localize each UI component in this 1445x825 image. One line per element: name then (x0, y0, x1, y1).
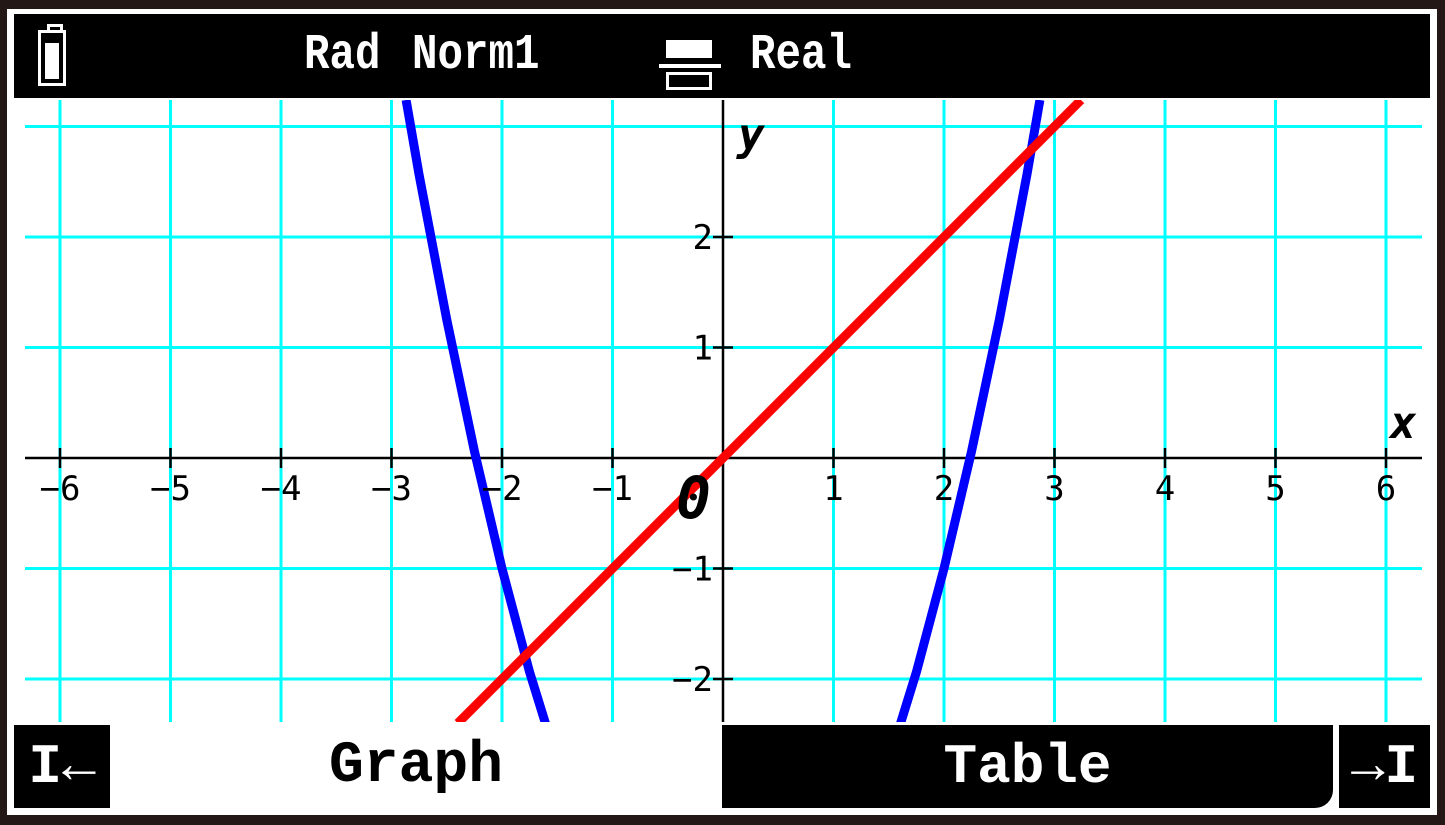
angle-mode: Rad (304, 27, 381, 84)
tab-graph-label: Graph (328, 734, 504, 799)
x-tick-label: −5 (150, 469, 191, 509)
y-axis-label: y (736, 110, 765, 161)
x-axis-label: x (1388, 398, 1417, 449)
x-tick-label: 4 (1155, 469, 1175, 509)
graph-area[interactable]: x y 0 −6 −5 −4 −3 −2 −1 1 2 3 4 5 6 −2 −1 1 2 (14, 100, 1430, 722)
x-tick-label: 3 (1044, 469, 1064, 509)
y-tick-label: −1 (672, 550, 713, 590)
scroll-right-button[interactable]: →I (1336, 725, 1430, 808)
blue-curve (896, 100, 1045, 722)
tab-table-label: Table (943, 734, 1112, 799)
complex-mode: Real (750, 27, 853, 84)
y-tick-label: 1 (693, 329, 713, 369)
y-tick-label: 2 (693, 218, 713, 258)
x-tick-label: 5 (1265, 469, 1285, 509)
tab-table[interactable]: Table (722, 725, 1333, 808)
x-tick-label: 2 (934, 469, 954, 509)
arrow-to-start-icon: I← (28, 734, 96, 799)
fraction-display-icon (659, 40, 721, 90)
x-tick-label: 1 (823, 469, 843, 509)
origin-label: 0 (676, 464, 711, 532)
red-line (454, 100, 1085, 722)
x-tick-label: −1 (592, 469, 633, 509)
x-tick-label: −6 (40, 469, 81, 509)
scroll-left-button[interactable]: I← (14, 725, 110, 808)
x-tick-label: −4 (261, 469, 302, 509)
display-mode: Norm1 (412, 27, 540, 84)
blue-curve (401, 100, 550, 722)
x-tick-label: 6 (1376, 469, 1396, 509)
x-tick-label: −2 (482, 469, 523, 509)
arrow-to-end-icon: →I (1350, 734, 1419, 799)
tab-graph[interactable]: Graph (110, 725, 722, 808)
battery-icon (38, 24, 66, 86)
y-tick-label: −2 (672, 660, 713, 700)
status-bar: Rad Norm1 Real (14, 14, 1430, 98)
x-tick-label: −3 (371, 469, 412, 509)
